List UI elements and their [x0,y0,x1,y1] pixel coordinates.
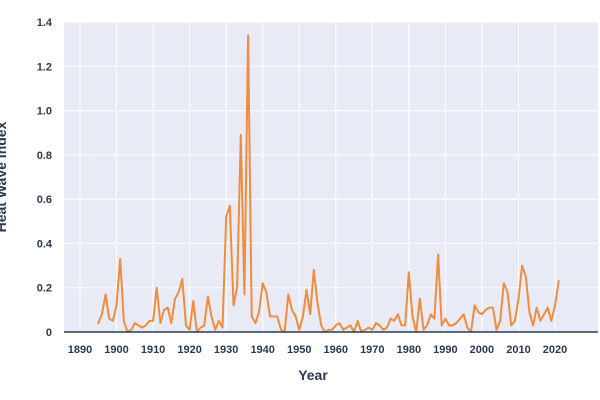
x-tick-label: 1900 [104,344,128,356]
y-tick-label: 0.2 [37,283,52,295]
y-tick-label: 0.6 [37,194,52,206]
y-tick-label: 0.8 [37,150,52,162]
x-tick-label: 1990 [433,344,457,356]
x-tick-label: 1890 [68,344,92,356]
y-tick-label: 0.4 [37,238,53,250]
x-tick-label: 1930 [214,344,238,356]
x-tick-labels: 1890 1900 1910 1920 1930 1940 1950 1960 1970 1980… [68,344,567,356]
x-tick-label: 1960 [324,344,348,356]
y-tick-label: 1.2 [37,61,52,73]
x-tick-label: 1980 [397,344,421,356]
x-tick-label: 2010 [506,344,530,356]
x-tick-label: 1920 [177,344,201,356]
heat-wave-index-line [97,34,560,333]
x-tick-label: 1940 [250,344,274,356]
x-axis-title: Year [298,367,328,383]
y-axis-title: Heat Wave Index [0,121,9,232]
x-tick-label: 1970 [360,344,384,356]
y-tick-label: 1.0 [37,106,52,118]
x-tick-label: 1910 [141,344,165,356]
gridlines [64,21,598,333]
y-tick-labels: 0 0.2 0.4 0.6 0.8 1.0 1.2 1.4 [37,17,53,339]
y-tick-label: 0 [46,327,52,339]
plot-area [64,22,598,332]
x-tick-label: 2000 [470,344,494,356]
x-tick-label: 1950 [287,344,311,356]
x-tick-label: 2020 [543,344,567,356]
y-tick-label: 1.4 [37,17,53,29]
